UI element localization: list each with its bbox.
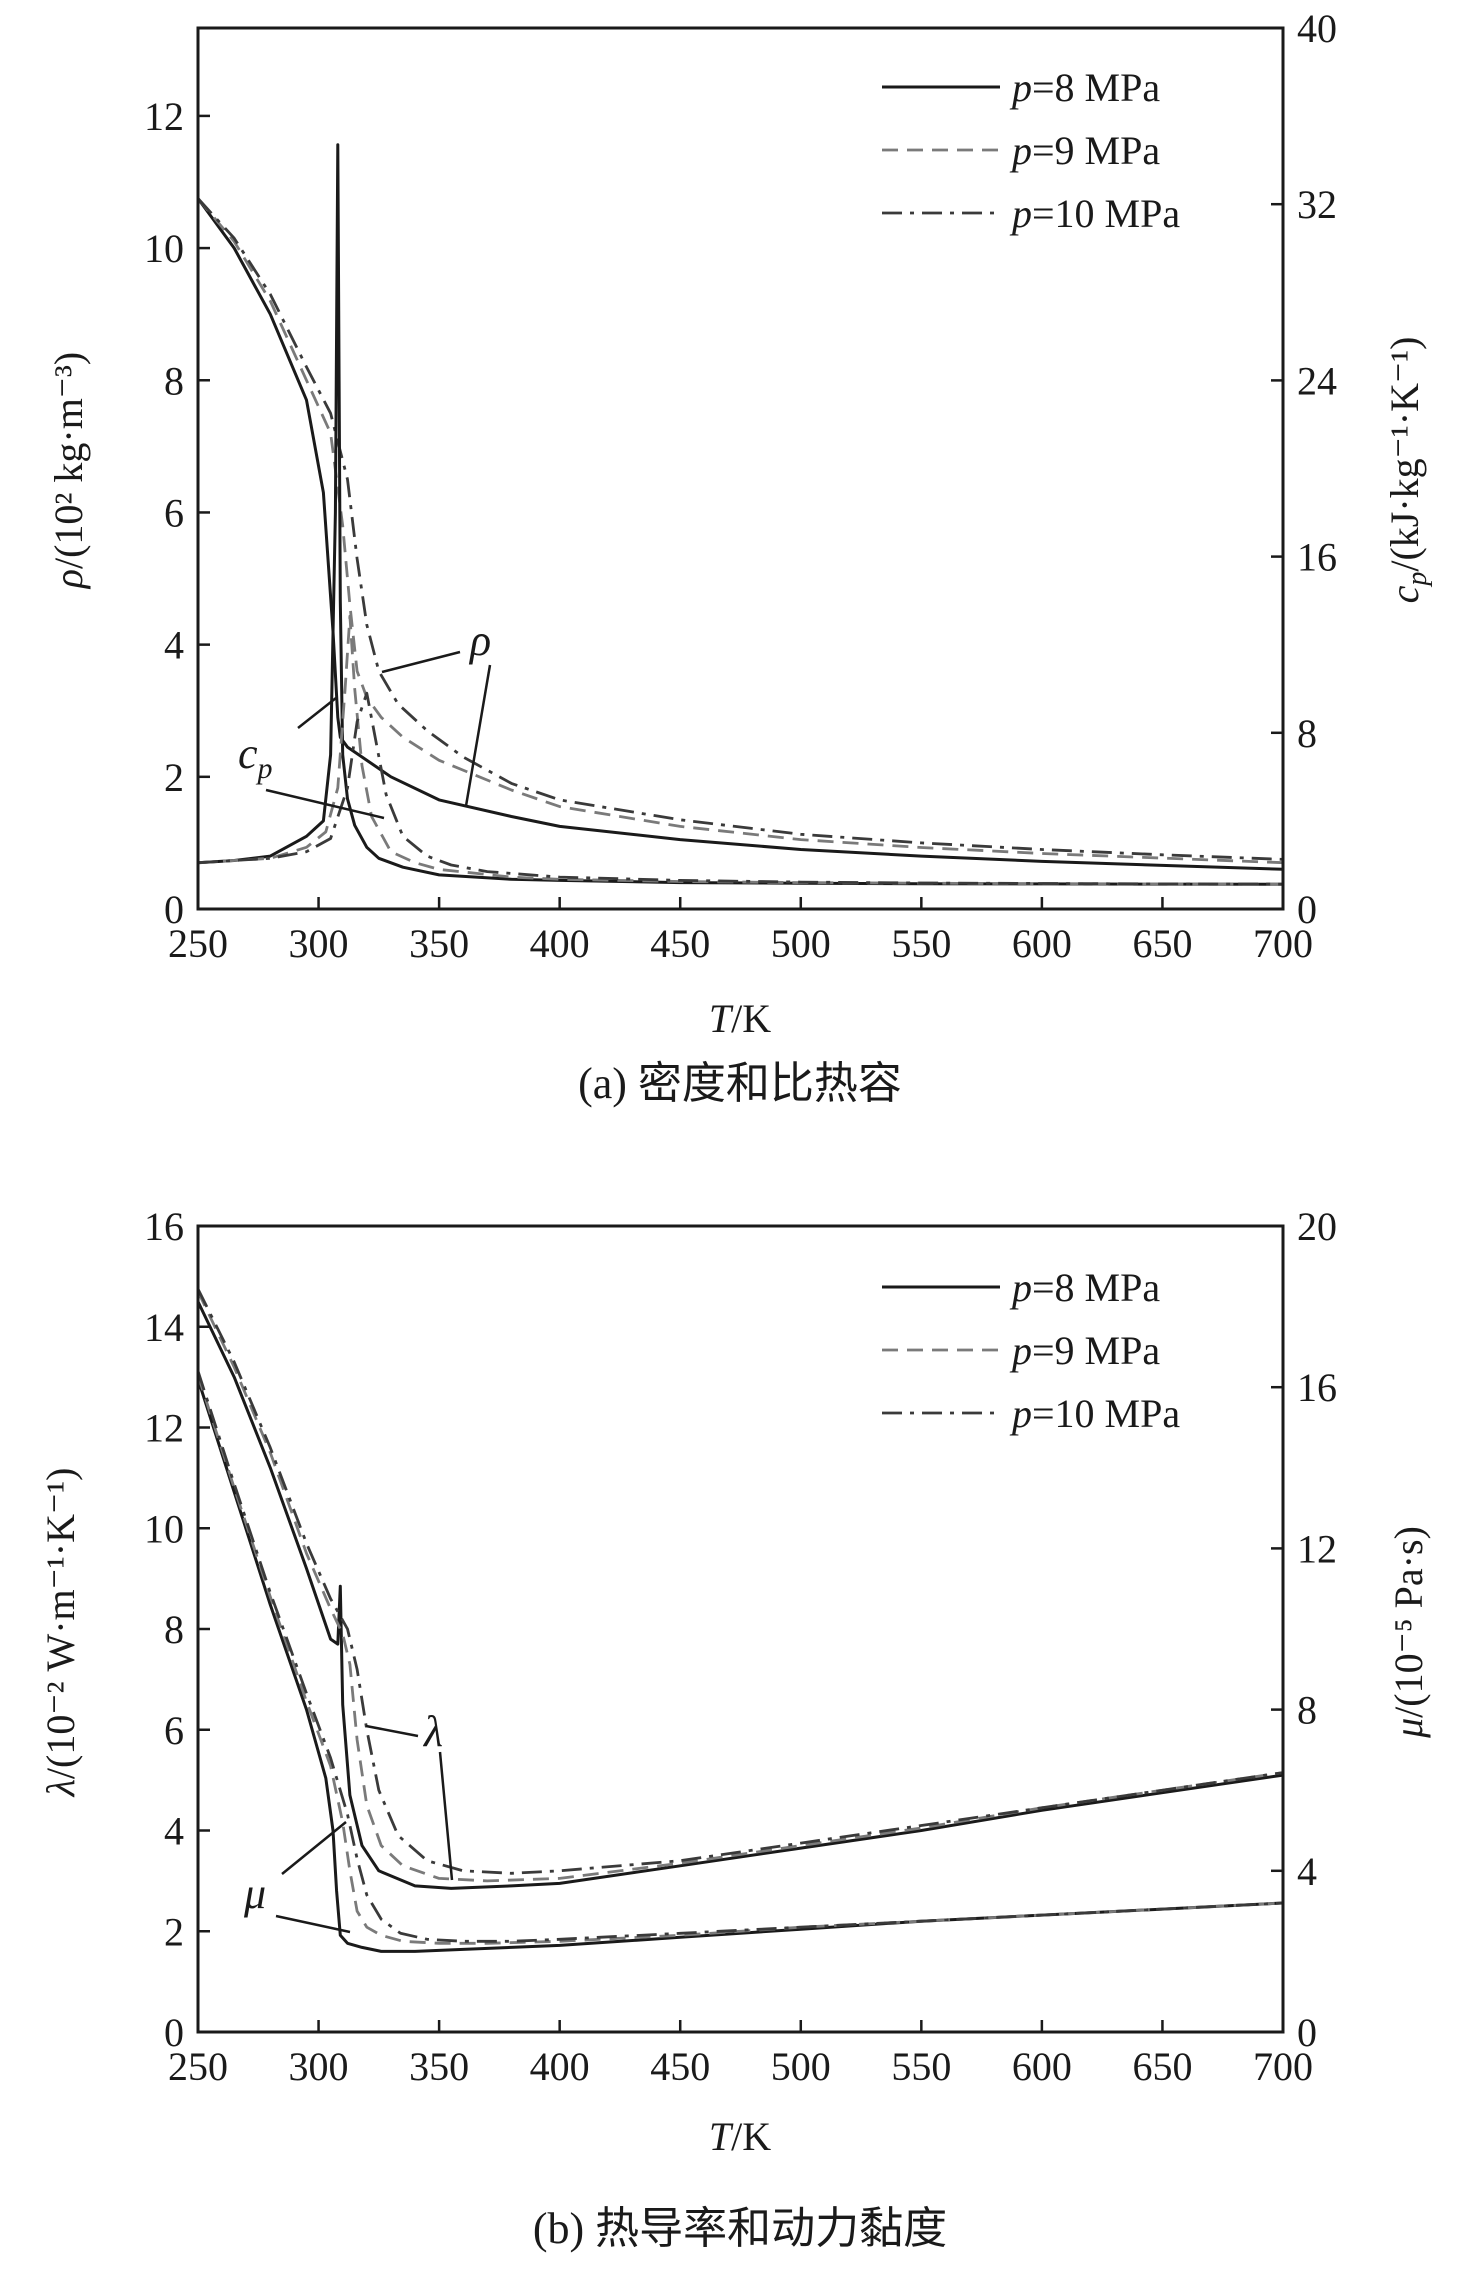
chart-a-x-tick-label: 300 — [289, 921, 349, 966]
chart-a-annotation-cp: cp — [238, 729, 273, 785]
chart-a-x-tick-label: 550 — [891, 921, 951, 966]
chart-a-leader-rho-1 — [381, 650, 461, 674]
chart-a-left-tick-label: 4 — [164, 623, 184, 668]
chart-b-x-tick-label: 650 — [1132, 2044, 1192, 2089]
chart-b-series-right-p8 — [196, 1378, 1284, 1953]
chart-a-frame — [196, 26, 1285, 911]
chart-b-ticks: 250 300 350 400 450 500 550 600 650 7000246810121… — [144, 1204, 1337, 2089]
chart-a-right-tick-label: 0 — [1297, 887, 1317, 932]
chart-b-x-tick-label: 600 — [1012, 2044, 1072, 2089]
chart-b: 250 300 350 400 450 500 550 600 650 7000246810121… — [38, 1204, 1431, 2253]
chart-b-x-tick-label: 300 — [289, 2044, 349, 2089]
chart-a-right-tick-label: 24 — [1297, 358, 1337, 403]
chart-a-right-tick-label: 16 — [1297, 535, 1337, 580]
chart-a-legend: p=8 MPa p=9 MPa p=10 MPa — [882, 65, 1180, 236]
chart-a-x-tick-label: 450 — [650, 921, 710, 966]
chart-b-legend-label-8mpa: p=8 MPa — [1009, 1265, 1160, 1310]
chart-b-leader-lambda-1 — [365, 1724, 419, 1738]
chart-a: 250 300 350 400 450 500 550 600 650 7000246810120… — [46, 6, 1433, 1108]
chart-a-series-right-p8 — [197, 143, 1284, 886]
chart-a-caption: (a) 密度和比热容 — [578, 1059, 902, 1108]
chart-a-leader-cp-1 — [297, 697, 337, 729]
chart-b-annotations: λ μ — [243, 1707, 454, 1934]
chart-a-series-left-p9 — [196, 197, 1284, 865]
chart-b-left-tick-label: 10 — [144, 1506, 184, 1551]
chart-a-legend-label-8mpa: p=8 MPa — [1009, 65, 1160, 110]
chart-b-annotation-lambda: λ — [422, 1707, 443, 1756]
chart-a-x-tick-label: 600 — [1012, 921, 1072, 966]
chart-b-series-left-p8 — [196, 1300, 1284, 1890]
chart-b-legend-label-10mpa: p=10 MPa — [1009, 1391, 1180, 1436]
chart-a-x-tick-label: 700 — [1253, 921, 1313, 966]
chart-b-annotation-mu: μ — [243, 1869, 266, 1918]
chart-a-annotation-rho: ρ — [468, 616, 491, 665]
chart-b-left-tick-label: 4 — [164, 1809, 184, 1854]
chart-b-x-axis-label: T/K — [709, 2114, 771, 2159]
chart-a-x-tick-label: 500 — [771, 921, 831, 966]
chart-b-curves — [196, 1288, 1284, 1953]
chart-b-right-tick-label: 0 — [1297, 2010, 1317, 2055]
chart-a-left-tick-label: 10 — [144, 226, 184, 271]
chart-b-x-tick-label: 450 — [650, 2044, 710, 2089]
chart-b-right-tick-label: 12 — [1297, 1526, 1337, 1571]
chart-a-x-tick-label: 350 — [409, 921, 469, 966]
chart-a-left-tick-label: 6 — [164, 490, 184, 535]
chart-b-right-tick-label: 8 — [1297, 1688, 1317, 1733]
chart-b-left-tick-label: 2 — [164, 1909, 184, 1954]
chart-a-leader-cp-2 — [265, 788, 385, 820]
chart-a-left-axis-label: ρ/(10² kg·m⁻³) — [46, 352, 91, 591]
chart-b-leader-mu-1 — [281, 1821, 347, 1875]
chart-a-series-left-p8 — [196, 197, 1284, 871]
chart-b-x-tick-label: 400 — [530, 2044, 590, 2089]
chart-b-series-left-p10 — [196, 1288, 1284, 1875]
chart-b-left-tick-label: 8 — [164, 1607, 184, 1652]
chart-a-x-tick-label: 400 — [530, 921, 590, 966]
chart-b-left-tick-label: 0 — [164, 2010, 184, 2055]
chart-a-legend-label-10mpa: p=10 MPa — [1009, 191, 1180, 236]
chart-b-series-right-p9 — [196, 1374, 1284, 1945]
chart-a-right-tick-label: 32 — [1297, 182, 1337, 227]
chart-b-x-tick-label: 500 — [771, 2044, 831, 2089]
chart-b-legend: p=8 MPa p=9 MPa p=10 MPa — [882, 1265, 1180, 1436]
chart-a-leader-rho-2 — [464, 664, 492, 807]
chart-a-left-tick-label: 2 — [164, 755, 184, 800]
chart-a-legend-label-9mpa: p=9 MPa — [1009, 128, 1160, 173]
chart-b-legend-label-9mpa: p=9 MPa — [1009, 1328, 1160, 1373]
chart-b-left-axis-label: λ/(10⁻² W·m⁻¹·K⁻¹) — [38, 1468, 83, 1798]
chart-a-annotations: ρ cp — [238, 616, 492, 820]
chart-a-x-tick-label: 650 — [1132, 921, 1192, 966]
chart-a-left-tick-label: 12 — [144, 94, 184, 139]
chart-a-right-axis-label: cp/(kJ·kg⁻¹·K⁻¹) — [1382, 337, 1433, 604]
chart-b-left-tick-label: 16 — [144, 1204, 184, 1249]
chart-a-series-right-p10 — [197, 691, 1284, 886]
chart-a-x-tick-label: 250 — [168, 921, 228, 966]
chart-b-left-tick-label: 6 — [164, 1708, 184, 1753]
chart-b-x-tick-label: 350 — [409, 2044, 469, 2089]
chart-b-x-tick-label: 550 — [891, 2044, 951, 2089]
chart-b-right-axis-label: μ/(10⁻⁵ Pa·s) — [1386, 1526, 1431, 1739]
chart-a-left-tick-label: 0 — [164, 887, 184, 932]
chart-b-x-tick-label: 700 — [1253, 2044, 1313, 2089]
chart-b-series-left-p9 — [196, 1290, 1284, 1883]
chart-b-right-tick-label: 20 — [1297, 1204, 1337, 1249]
chart-b-left-tick-label: 12 — [144, 1406, 184, 1451]
chart-a-curves — [196, 143, 1284, 886]
chart-a-ticks: 250 300 350 400 450 500 550 600 650 7000246810120… — [144, 6, 1337, 966]
chart-b-leader-lambda-2 — [438, 1751, 454, 1881]
chart-b-caption: (b) 热导率和动力黏度 — [533, 2204, 947, 2253]
chart-a-right-tick-label: 40 — [1297, 6, 1337, 51]
chart-b-series-right-p10 — [196, 1370, 1284, 1943]
chart-b-left-tick-label: 14 — [144, 1305, 184, 1350]
chart-a-right-tick-label: 8 — [1297, 711, 1317, 756]
chart-b-leader-mu-2 — [275, 1914, 351, 1934]
chart-b-x-tick-label: 250 — [168, 2044, 228, 2089]
chart-a-x-axis-label: T/K — [709, 996, 771, 1041]
chart-a-series-left-p10 — [196, 197, 1284, 861]
chart-a-left-tick-label: 8 — [164, 358, 184, 403]
chart-b-right-tick-label: 16 — [1297, 1365, 1337, 1410]
chart-b-right-tick-label: 4 — [1297, 1849, 1317, 1894]
